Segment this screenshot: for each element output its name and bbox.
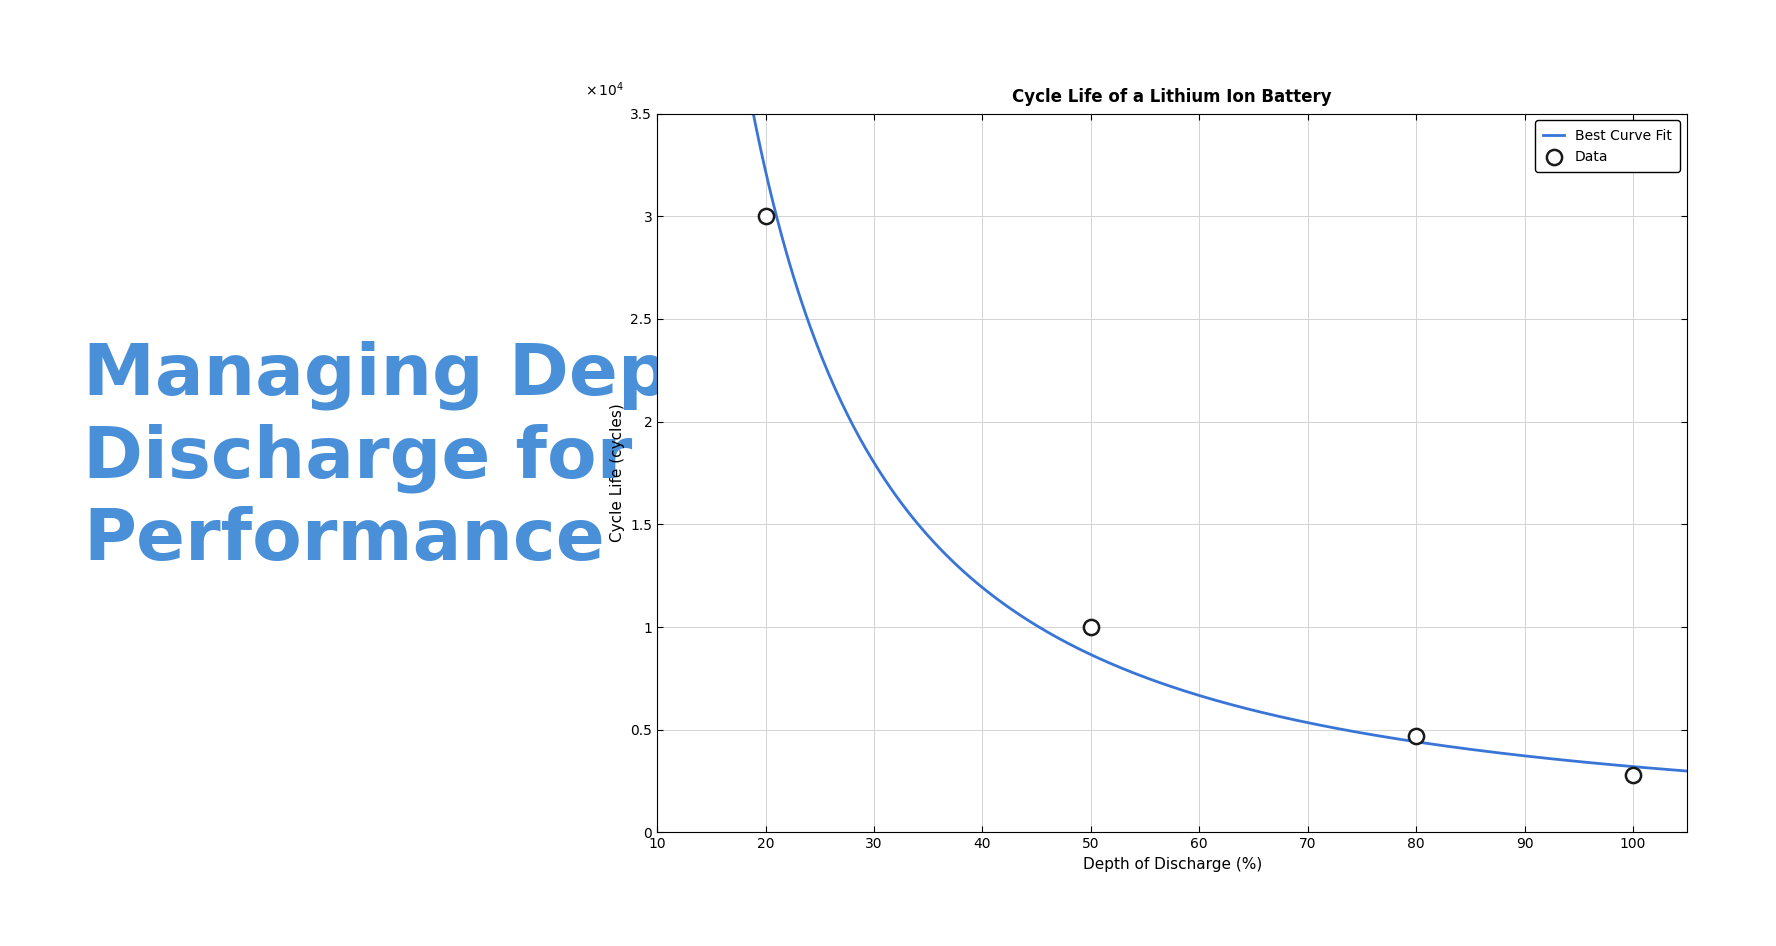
Best Curve Fit <box>1142 674 1163 686</box>
Best Curve Fit <box>1135 672 1156 683</box>
Best Curve Fit <box>1490 747 1511 759</box>
Title: Cycle Life of a Lithium Ion Battery: Cycle Life of a Lithium Ion Battery <box>1012 88 1332 106</box>
Best Curve Fit <box>1652 763 1673 775</box>
Data <box>751 209 780 224</box>
Legend: Best Curve Fit, Data: Best Curve Fit, Data <box>1534 120 1680 172</box>
Data <box>1401 728 1430 744</box>
Best Curve Fit <box>1677 765 1698 777</box>
Best Curve Fit <box>1259 709 1280 720</box>
X-axis label: Depth of Discharge (%): Depth of Discharge (%) <box>1083 857 1261 872</box>
Y-axis label: Cycle Life (cycles): Cycle Life (cycles) <box>609 404 625 542</box>
Best Curve Fit <box>1204 694 1225 706</box>
Data <box>1076 620 1105 635</box>
Data <box>1618 767 1646 782</box>
Line: Best Curve Fit: Best Curve Fit <box>657 0 1687 771</box>
Text: Managing Depth of
Discharge for Peak
Performance: Managing Depth of Discharge for Peak Per… <box>83 341 863 575</box>
Text: $\times\,10^4$: $\times\,10^4$ <box>584 80 623 99</box>
